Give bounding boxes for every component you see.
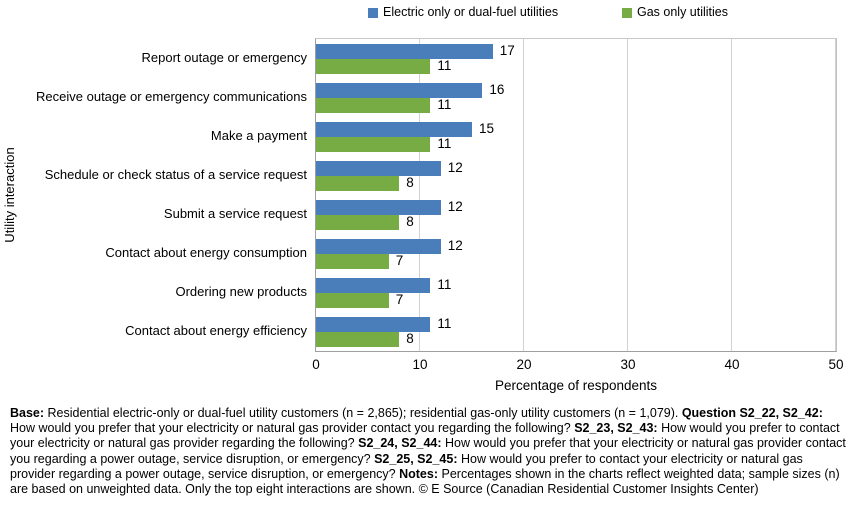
legend-swatch-gas-icon [622,7,632,18]
bar-gas [316,58,431,74]
bar-value-label: 11 [437,135,452,151]
plot-area: 17 11 16 11 15 11 12 8 12 8 12 7 11 7 11 8 [315,38,837,352]
bar-value-label: 7 [395,291,404,307]
bar-gas [316,214,400,230]
gridline [731,39,732,351]
bar-value-label: 7 [395,252,404,268]
x-tick-label: 0 [312,357,320,372]
footnote-bold-segment: Question S2_22, S2_42: [681,406,823,420]
footnote-segment: How would you prefer that your electrici… [10,436,846,466]
bar-value-label: 12 [447,237,463,253]
bar-value-label: 12 [447,159,463,175]
category-label: Contact about energy efficiency [125,323,307,338]
category-label: Make a payment [210,128,307,143]
footnote-segment: How would you prefer to contact your ele… [10,451,803,481]
legend-label-gas: Gas only utilities [637,5,729,19]
gridline [419,39,420,351]
category-axis: Report outage or emergency Receive outage… [0,38,307,352]
bar-value-label: 12 [447,198,463,214]
bar-value-label: 11 [437,276,452,292]
footnote-bold-segment: Notes: [399,466,439,481]
bar-gas [316,292,389,308]
bar-gas [316,175,400,191]
bar-value-label: 8 [406,330,414,346]
legend-item-electric: Electric only or dual-fuel utilities [368,5,558,20]
bar-electric [316,160,441,176]
x-axis-title: Percentage of respondents [494,378,658,393]
category-label: Submit a service request [163,206,307,221]
x-tick-label: 50 [828,357,844,372]
bar-value-label: 15 [479,120,495,136]
category-label: Report outage or emergency [141,50,307,65]
bar-gas [316,136,431,152]
footnote: Base: Residential electric-only or dual-… [10,406,846,497]
footnote-bold-segment: S2_24, S2_44: [358,436,442,451]
bar-electric [316,277,431,293]
footnote-bold-segment: S2_23, S2_43: [574,421,658,436]
gridline [523,39,524,351]
category-label: Contact about energy consumption [105,245,307,260]
bar-value-label: 11 [437,96,452,112]
bar-value-label: 8 [406,174,414,190]
bar-value-label: 11 [437,57,452,73]
footnote-bold-segment: Base: [10,406,45,420]
bar-gas [316,253,389,269]
x-tick-label: 10 [412,357,428,372]
x-tick-label: 20 [516,357,532,372]
footnote-segment: How would you prefer to contact your ele… [10,421,840,451]
footnote-bold-segment: S2_25, S2_45: [374,451,458,466]
bar-gas [316,331,400,347]
footnote-segment: Percentages shown in the charts reflect … [10,466,840,497]
bar-electric [316,316,431,332]
category-label: Ordering new products [175,284,307,299]
footnote-segment: How would you prefer that your electrici… [10,421,575,436]
bar-gas [316,97,431,113]
category-label: Schedule or check status of a service re… [44,167,307,182]
bar-value-label: 8 [406,213,414,229]
legend-swatch-electric-icon [368,7,378,18]
bar-electric [316,199,441,215]
category-label: Receive outage or emergency communicatio… [36,89,307,104]
bar-value-label: 16 [489,81,505,97]
bar-value-label: 17 [499,42,515,58]
legend-label-electric: Electric only or dual-fuel utilities [383,5,559,19]
bar-electric [316,82,483,98]
gridline [627,39,628,351]
x-axis-ticks: 0 10 20 30 40 50 [0,357,850,373]
legend-item-gas: Gas only utilities [622,5,728,20]
x-tick-label: 30 [620,357,636,372]
footnote-segment: Residential electric-only or dual-fuel u… [44,406,682,420]
x-tick-label: 40 [724,357,740,372]
gridline [835,39,836,351]
bar-electric [316,43,493,59]
bar-electric [316,121,472,137]
bar-electric [316,238,441,254]
bar-value-label: 11 [437,315,452,331]
